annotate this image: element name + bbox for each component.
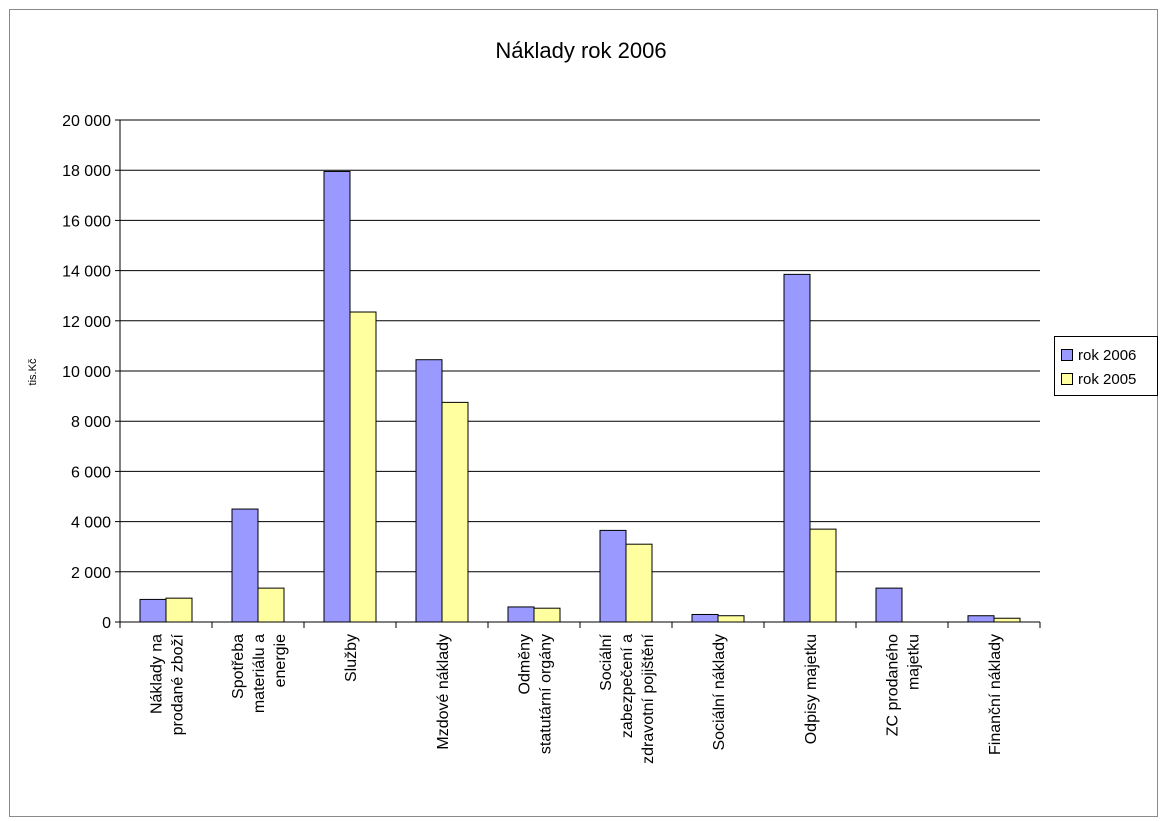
y-tick-label: 18 000: [62, 163, 111, 180]
bar-rok-2006-6: [691, 613, 719, 623]
bar-rok-2005-1: [257, 587, 285, 623]
x-tick-label: Spotřeba: [230, 634, 247, 699]
y-tick-labels: 0 2 000 4 000 6 000 8 000 10 000 12 000 14 000 1…: [62, 113, 111, 632]
legend-swatch-rok-2006: [1061, 349, 1073, 361]
x-tick-label: Odměny: [517, 634, 534, 694]
bars: [139, 170, 1021, 623]
y-tick-label: 2 000: [71, 565, 111, 582]
bar-rok-2005-6: [717, 615, 745, 623]
legend-label-rok-2006: rok 2006: [1078, 346, 1137, 364]
x-tick-label: zabezpečení a: [619, 634, 636, 738]
chart-title: Náklady rok 2006: [495, 38, 666, 63]
x-tick-label: Mzdové náklady: [435, 634, 452, 750]
x-tick-label: ZC prodaného: [885, 634, 902, 736]
bar-rok-2005-3: [441, 401, 469, 623]
bar-rok-2006-7: [783, 273, 811, 623]
y-tick-label: 12 000: [62, 314, 111, 331]
y-tick-label: 16 000: [62, 213, 111, 230]
x-tick-labels: Náklady na prodané zboží Spotřeba materiálu…: [149, 633, 1005, 763]
x-tick-label: prodané zboží: [170, 633, 187, 735]
bar-rok-2005-2: [349, 311, 377, 623]
legend-swatch-rok-2005: [1061, 373, 1073, 385]
axes: [115, 119, 1041, 628]
x-tick-label: statutární orgány: [538, 634, 555, 754]
x-tick-label: Finanční náklady: [987, 634, 1004, 755]
x-tick-label: energie: [272, 634, 289, 687]
bar-rok-2005-7: [809, 528, 837, 623]
x-tick-label: majetku: [906, 634, 923, 690]
gridlines: [120, 119, 1040, 573]
x-tick-label: Sociální náklady: [711, 634, 728, 751]
x-tick-label: zdravotní pojištění: [640, 633, 657, 763]
bar-rok-2006-8: [875, 587, 903, 623]
bar-rok-2006-4: [507, 606, 535, 623]
bar-rok-2005-5: [625, 543, 653, 623]
x-tick-label: Sociální: [598, 633, 615, 690]
bar-rok-2005-4: [533, 607, 561, 623]
bar-rok-2006-0: [139, 598, 167, 623]
x-tick-label: materiálu a: [251, 634, 268, 713]
y-tick-label: 8 000: [71, 414, 111, 431]
chart-frame: [9, 9, 1158, 817]
y-tick-label: 10 000: [62, 364, 111, 381]
bar-rok-2006-1: [231, 508, 259, 623]
legend-item-rok-2006: rok 2006: [1061, 345, 1136, 365]
legend-label-rok-2005: rok 2005: [1078, 370, 1137, 388]
y-tick-label: 6 000: [71, 464, 111, 481]
legend: rok 2006 rok 2005: [1054, 336, 1158, 396]
x-tick-label: Služby: [343, 634, 360, 682]
bar-rok-2005-9: [993, 617, 1021, 623]
y-tick-label: 20 000: [62, 113, 111, 130]
legend-item-rok-2005: rok 2005: [1061, 369, 1136, 389]
y-axis-label: tis.Kč: [27, 358, 39, 385]
bar-rok-2006-2: [323, 170, 351, 623]
x-tick-label: Náklady na: [149, 634, 166, 714]
bar-rok-2006-5: [599, 529, 627, 623]
y-tick-label: 14 000: [62, 264, 111, 281]
x-tick-label: Odpisy majetku: [803, 634, 820, 744]
bar-rok-2006-3: [415, 359, 443, 623]
y-tick-label: 4 000: [71, 515, 111, 532]
y-tick-label: 0: [102, 615, 111, 632]
bar-rok-2006-9: [967, 615, 995, 623]
bar-rok-2005-0: [165, 597, 193, 623]
